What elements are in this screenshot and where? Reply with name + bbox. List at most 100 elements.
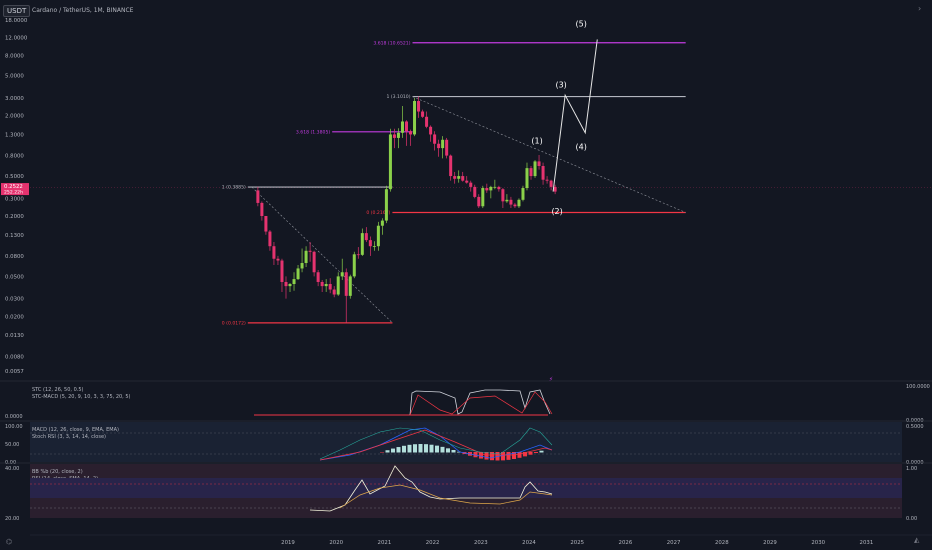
candle-body	[376, 225, 380, 247]
candle-body	[316, 272, 320, 282]
macd-histogram-bar	[424, 444, 428, 453]
candle-body	[517, 199, 521, 207]
symbol-title: Cardano / TetherUS, 1M, BINANCE	[32, 7, 134, 14]
indicator-axis-right: 0.00	[906, 516, 917, 522]
candle-body	[549, 180, 553, 187]
candle-body	[493, 186, 497, 188]
candle-body	[300, 263, 304, 269]
price-tick-label: 0.5000	[5, 174, 24, 180]
macd-histogram-bar	[391, 448, 395, 453]
candle-body	[312, 251, 316, 273]
candle-body	[457, 176, 461, 179]
time-tick-label: 2028	[715, 540, 729, 546]
candle-body	[449, 155, 453, 177]
fib-level-label: 0 (0.2167)	[366, 210, 390, 216]
price-tick-label: 0.0500	[5, 274, 24, 280]
indicator-label: STC-MACD (5, 20, 9, 10, 3, 3, 75, 20, 5)	[32, 394, 131, 400]
fibonacci-levels: 3.618 (10.6521) 1 (3.1010) 3.618 (1.3805) 1…	[222, 40, 686, 326]
macd-histogram-bar	[457, 451, 461, 453]
candle-body	[533, 161, 537, 177]
signal-line	[319, 429, 553, 461]
pane-background	[30, 422, 902, 462]
candle-body	[529, 168, 533, 177]
candle-body	[372, 246, 376, 248]
macd-histogram-bar	[534, 452, 538, 453]
grid-lines	[30, 187, 932, 536]
candle-body	[513, 204, 517, 207]
macd-histogram-bar	[440, 446, 445, 453]
indicator-label: BB %b (20, close, 2)	[32, 469, 83, 475]
time-tick-label: 2030	[811, 540, 825, 546]
candle-body	[296, 268, 300, 280]
macd-pane: MACD (12, 26, close, 9, EMA, EMA)Stoch R…	[0, 420, 932, 466]
macd-histogram-bar	[490, 452, 494, 461]
wave-label: (1)	[531, 137, 542, 146]
tradingview-logo-icon[interactable]: ⌬	[6, 538, 13, 546]
macd-histogram-bar	[523, 452, 527, 457]
candle-body	[392, 134, 396, 138]
candle-body	[461, 176, 465, 181]
candle-body	[256, 190, 260, 203]
settings-icon[interactable]: ◭	[914, 536, 920, 544]
fib-trendline-1	[251, 186, 393, 324]
rsi-pane: BB %b (20, close, 2)RSI (14, close, SMA,…	[0, 462, 932, 522]
macd-histogram-bar	[413, 444, 417, 453]
candle-body	[465, 180, 469, 183]
candle-body	[509, 199, 513, 205]
macd-histogram-bar	[451, 449, 456, 453]
candle-body	[501, 189, 505, 202]
candle-body	[425, 116, 429, 127]
axes: 18.0000 12.0000 8.0000 5.0000 3.0000 2.0000 1.…	[1, 18, 873, 546]
candle-body	[328, 284, 332, 290]
candle-body	[473, 186, 477, 197]
rsi-band	[30, 478, 902, 498]
time-tick-label: 2025	[570, 540, 584, 546]
rsi-ma-line	[339, 484, 553, 509]
candle-body	[292, 279, 296, 285]
candle-body	[332, 289, 336, 295]
macd-histogram-bar	[396, 447, 401, 453]
candle-body	[356, 254, 360, 256]
indicator-axis-right: 1.00	[906, 466, 917, 472]
time-tick-label: 2031	[860, 540, 874, 546]
candle-body	[260, 202, 264, 216]
macd-histogram-bar	[539, 450, 544, 453]
wave-label: (4)	[576, 143, 587, 152]
chevron-right-icon[interactable]: ›	[918, 4, 922, 13]
price-tick-label: 0.0200	[5, 314, 24, 320]
macd-histogram-bar	[418, 444, 423, 453]
currency-button[interactable]: USDT	[3, 5, 31, 17]
indicator-label: MACD (12, 26, close, 9, EMA, EMA)	[32, 427, 119, 433]
macd-histogram-bar	[407, 444, 412, 453]
macd-histogram-bar	[402, 445, 406, 453]
time-tick-label: 2027	[667, 540, 681, 546]
candle-body	[364, 233, 368, 241]
indicator-label: STC (12, 26, 50, 0.5)	[32, 387, 84, 393]
time-tick-label: 2029	[763, 540, 777, 546]
current-price-label: 0.2522	[4, 184, 23, 190]
stc-macd-line	[409, 391, 553, 416]
stc-line	[409, 389, 551, 416]
candle-body	[284, 281, 288, 287]
candle-body	[340, 272, 344, 277]
indicator-axis-right: 100.0000	[906, 384, 930, 390]
fib-level-label: 3.618 (10.6521)	[373, 40, 410, 46]
candle-body	[409, 131, 413, 135]
indicator-axis-left: 50.00	[5, 442, 19, 448]
candle-body	[497, 186, 501, 190]
indicator-axis-left: 40.00	[5, 466, 19, 472]
wave-projection: (5) (3) (4) (1) (2)	[531, 19, 598, 216]
candle-body	[288, 284, 292, 287]
candle-body	[525, 168, 529, 189]
time-tick-label: 2021	[378, 540, 392, 546]
indicator-axis-left: 100.00	[5, 424, 23, 430]
alert-icon: ⚡	[549, 376, 553, 383]
time-tick-label: 2023	[474, 540, 488, 546]
indicator-label: Stoch RSI (3, 3, 14, 14, close)	[32, 434, 106, 440]
wave-label: (3)	[555, 81, 566, 90]
candle-body	[352, 254, 356, 277]
candle-body	[400, 121, 404, 133]
time-tick-label: 2019	[281, 540, 295, 546]
candle-body	[445, 139, 449, 156]
